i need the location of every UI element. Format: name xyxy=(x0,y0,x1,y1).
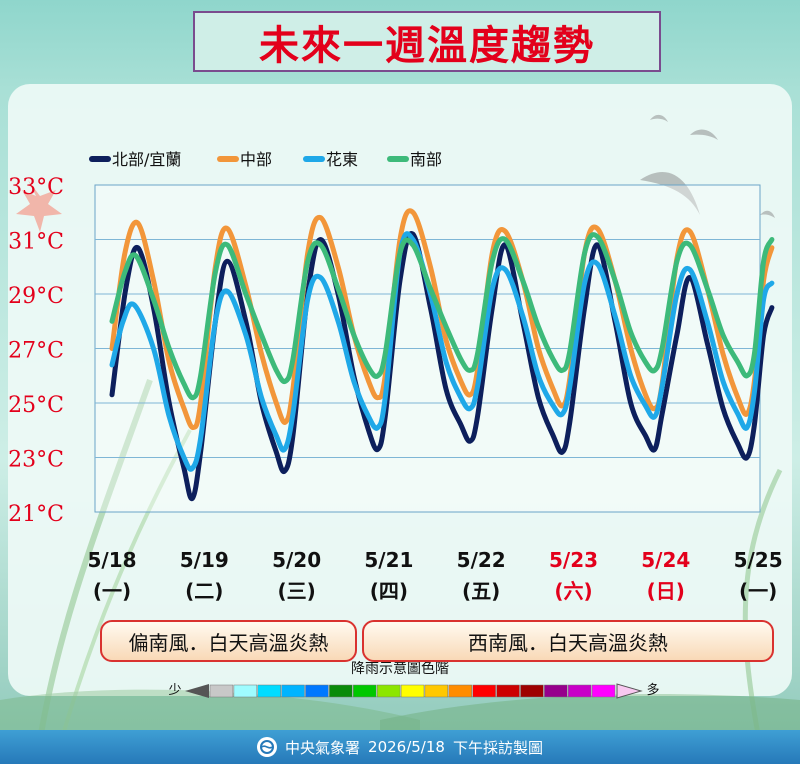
rain-scale-swatch xyxy=(544,684,568,698)
legend: 北部/宜蘭 中部 花東 南部 xyxy=(89,150,442,169)
rain-scale-left-arrow xyxy=(185,684,209,698)
wind-segment-1: 偏南風．白天高溫炎熱 xyxy=(100,620,357,662)
decor-birds xyxy=(640,114,775,218)
rain-scale-more: 多 xyxy=(646,682,659,698)
y-tick-label: 31°C xyxy=(8,230,64,255)
rain-scale-swatch xyxy=(353,684,377,698)
series-line-2 xyxy=(109,231,775,472)
rain-scale-less: 少 xyxy=(168,683,181,698)
rain-scale-title: 降雨示意圖色階 xyxy=(351,660,449,677)
x-tick-weekday: (一) xyxy=(739,579,777,603)
rain-scale-swatch xyxy=(591,684,616,698)
footer-note: 下午採訪製圖 xyxy=(452,738,543,757)
footer-agency: 中央氣象署 xyxy=(285,738,361,757)
rain-scale-swatch xyxy=(209,684,234,698)
rain-scale-swatch xyxy=(496,684,520,698)
rain-scale-swatch xyxy=(400,684,425,698)
chart-title: 未來一週溫度趨勢 xyxy=(259,22,595,69)
rain-scale-bar xyxy=(209,684,616,698)
y-tick-label: 27°C xyxy=(8,339,64,364)
rain-scale-right-arrow xyxy=(616,683,643,699)
rain-scale-swatch xyxy=(257,684,281,698)
wind-segment-1-text: 偏南風．白天高溫炎熱 xyxy=(128,630,329,655)
x-tick-weekday: (六) xyxy=(554,579,592,603)
wind-segment-2-text: 西南風．白天高溫炎熱 xyxy=(468,630,668,655)
legend-label: 花東 xyxy=(326,150,358,169)
cwa-logo-icon xyxy=(257,737,278,757)
rain-scale-swatch xyxy=(305,684,329,698)
x-tick-weekday: (二) xyxy=(185,579,223,603)
x-tick-date: 5/22 xyxy=(457,548,506,572)
rain-scale-swatch xyxy=(376,684,401,698)
legend-label: 北部/宜蘭 xyxy=(112,150,181,169)
footer: 中央氣象署 2026/5/18 下午採訪製圖 xyxy=(0,730,800,764)
chart-title-box: 未來一週溫度趨勢 xyxy=(193,11,661,72)
x-axis-labels: 5/18 (一) 5/19 (二) 5/20 (三) 5/21 (四) 5/22 (五) 5/23 (… xyxy=(87,548,782,603)
decor-maple-leaf xyxy=(16,180,62,232)
rain-scale-swatch xyxy=(424,684,449,698)
y-tick-label: 25°C xyxy=(8,393,64,418)
y-tick-label: 29°C xyxy=(8,284,64,309)
x-tick-weekday: (四) xyxy=(370,579,408,603)
x-tick-weekday: (三) xyxy=(277,579,315,603)
x-tick-date: 5/21 xyxy=(364,548,413,572)
footer-date: 2026/5/18 xyxy=(368,738,445,756)
y-axis-ticks: 33°C 31°C 29°C 27°C 25°C 23°C 21°C xyxy=(8,175,64,527)
rain-scale-swatch xyxy=(281,684,305,698)
series-lines xyxy=(109,208,775,502)
y-tick-label: 33°C xyxy=(8,175,64,200)
series-line-3 xyxy=(109,232,775,401)
x-tick-weekday: (五) xyxy=(462,579,500,603)
x-tick-weekday: (日) xyxy=(647,579,685,603)
rain-scale-swatch xyxy=(520,684,544,698)
x-tick-weekday: (一) xyxy=(93,579,131,603)
rain-scale-swatch xyxy=(233,684,258,698)
x-tick-date: 5/23 xyxy=(549,548,598,572)
rain-scale-swatch xyxy=(472,684,496,698)
y-tick-label: 21°C xyxy=(8,502,64,527)
rain-scale-swatch xyxy=(567,684,592,698)
legend-label: 南部 xyxy=(410,150,442,169)
legend-label: 中部 xyxy=(240,150,272,169)
x-tick-date: 5/19 xyxy=(180,548,229,572)
rain-scale-swatch xyxy=(448,684,472,698)
wind-segment-2: 西南風．白天高溫炎熱 xyxy=(362,620,774,662)
rain-scale-swatch xyxy=(329,684,353,698)
x-tick-date: 5/25 xyxy=(734,548,783,572)
y-tick-label: 23°C xyxy=(8,448,64,473)
x-tick-date: 5/18 xyxy=(87,548,136,572)
x-tick-date: 5/24 xyxy=(641,548,690,572)
x-tick-date: 5/20 xyxy=(272,548,321,572)
series-line-1 xyxy=(109,208,775,430)
